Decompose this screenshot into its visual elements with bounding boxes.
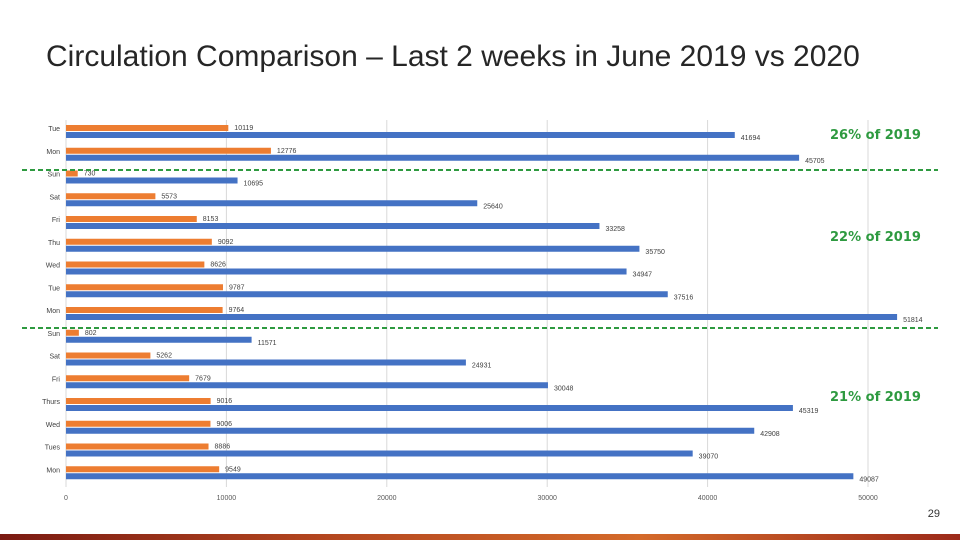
bar-2020 [66,193,156,200]
bar-2019 [66,427,755,434]
bar-2020 [66,216,197,222]
y-tick-label: Tues [45,445,61,452]
bar-2019 [66,177,238,184]
data-label: 45705 [805,158,825,165]
y-tick-label: Sat [49,354,60,361]
y-tick-label: Sat [49,194,60,201]
data-label: 7679 [195,375,211,382]
data-label: 12776 [277,148,297,155]
data-label: 9787 [229,284,245,291]
bar-2020 [66,261,205,268]
x-tick-label: 30000 [537,495,557,502]
y-tick-label: Sun [48,172,61,179]
bar-2019 [66,314,898,320]
data-label: 35750 [645,249,665,256]
bar-2020 [66,352,151,359]
bar-2019 [66,382,548,389]
bar-2019 [66,291,668,298]
bar-2019 [66,405,793,411]
data-label: 51814 [903,317,923,324]
bar-2020 [66,284,223,291]
bar-2020 [66,147,271,154]
data-label: 25640 [483,203,503,210]
data-label: 730 [84,171,96,178]
bar-2020 [66,307,223,313]
y-tick-label: Tue [48,285,60,292]
bar-2020 [66,443,209,450]
data-label: 10695 [244,181,264,188]
data-label: 5262 [156,353,172,360]
data-label: 9092 [218,239,234,246]
bar-2020 [66,466,220,473]
y-tick-label: Thurs [42,399,60,406]
footer-band [0,534,960,540]
x-tick-label: 20000 [377,495,397,502]
bar-2020 [66,329,79,336]
data-label: 8886 [215,444,231,451]
bar-2020 [66,420,211,427]
bar-2019 [66,132,735,138]
bar-2019 [66,359,466,366]
bar-2020 [66,170,78,177]
x-tick-label: 40000 [698,495,718,502]
bar-2019 [66,336,252,343]
data-label: 45319 [799,408,819,415]
bar-2020 [66,375,190,382]
data-label: 9006 [216,421,232,428]
data-label: 24931 [472,363,492,370]
bar-2019 [66,200,478,207]
data-label: 42908 [760,431,780,438]
data-label: 49087 [859,476,879,483]
data-label: 33258 [605,226,625,233]
bar-2019 [66,450,693,457]
callout-week1: 26% of 2019 [830,128,921,143]
x-tick-label: 10000 [217,495,237,502]
y-tick-label: Fri [52,376,61,383]
y-tick-label: Sun [48,331,61,338]
y-tick-label: Mon [46,308,60,315]
data-label: 11571 [258,340,277,347]
data-label: 41694 [741,135,761,142]
slide-title: Circulation Comparison – Last 2 weeks in… [46,40,860,73]
bar-2019 [66,154,800,161]
bar-2020 [66,238,212,245]
data-label: 9549 [225,466,241,473]
data-label: 30048 [554,385,574,392]
data-label: 10119 [234,125,253,132]
data-label: 34947 [633,272,653,279]
y-tick-label: Fri [52,217,61,224]
data-label: 8626 [210,262,226,269]
bar-2019 [66,223,600,229]
bar-2020 [66,125,229,131]
bar-2019 [66,268,627,275]
data-label: 5573 [161,193,177,200]
y-tick-label: Mon [46,467,60,474]
data-label: 37516 [674,294,694,301]
callout-week2: 22% of 2019 [830,230,921,245]
bar-2019 [66,245,640,252]
data-label: 39070 [699,454,719,461]
data-label: 9016 [217,398,233,405]
callout-week3: 21% of 2019 [830,390,921,405]
y-tick-label: Wed [46,263,60,270]
bar-2019 [66,473,854,480]
y-tick-label: Thu [48,240,60,247]
data-label: 802 [85,330,97,337]
y-tick-label: Mon [46,149,60,156]
bar-2020 [66,398,211,404]
y-tick-label: Tue [48,126,60,133]
y-tick-label: Wed [46,422,60,429]
x-tick-label: 0 [64,495,68,502]
slide-number: 29 [927,508,940,520]
x-tick-label: 50000 [858,495,878,502]
data-label: 9764 [229,307,245,314]
data-label: 8153 [203,216,219,223]
